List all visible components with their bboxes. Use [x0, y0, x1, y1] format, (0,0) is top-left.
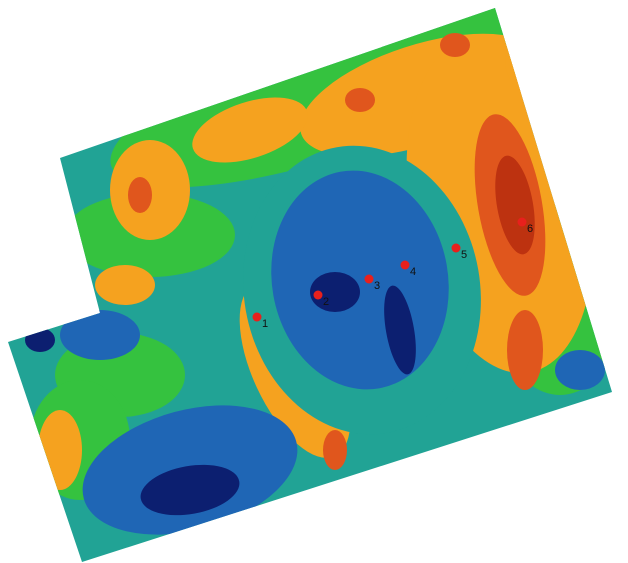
zone [323, 430, 347, 470]
sample-point [518, 218, 527, 227]
field-map: 1 2 3 4 5 6 [0, 0, 628, 563]
sample-point [314, 291, 323, 300]
sample-point [401, 261, 410, 270]
point-label: 2 [323, 296, 329, 308]
zone [95, 265, 155, 305]
point-label: 1 [262, 318, 268, 330]
zone [128, 177, 152, 213]
point-label: 3 [374, 280, 380, 292]
zone [505, 20, 585, 100]
point-label: 4 [410, 266, 416, 278]
sample-point [365, 275, 374, 284]
zone [507, 310, 543, 390]
zone [38, 410, 82, 490]
zone [440, 33, 470, 57]
sample-point [452, 244, 461, 253]
zone [345, 88, 375, 112]
point-label: 5 [461, 249, 467, 261]
sample-point [253, 313, 262, 322]
zone [555, 350, 605, 390]
zone [60, 310, 140, 360]
point-label: 6 [527, 223, 533, 235]
zone [25, 328, 55, 352]
